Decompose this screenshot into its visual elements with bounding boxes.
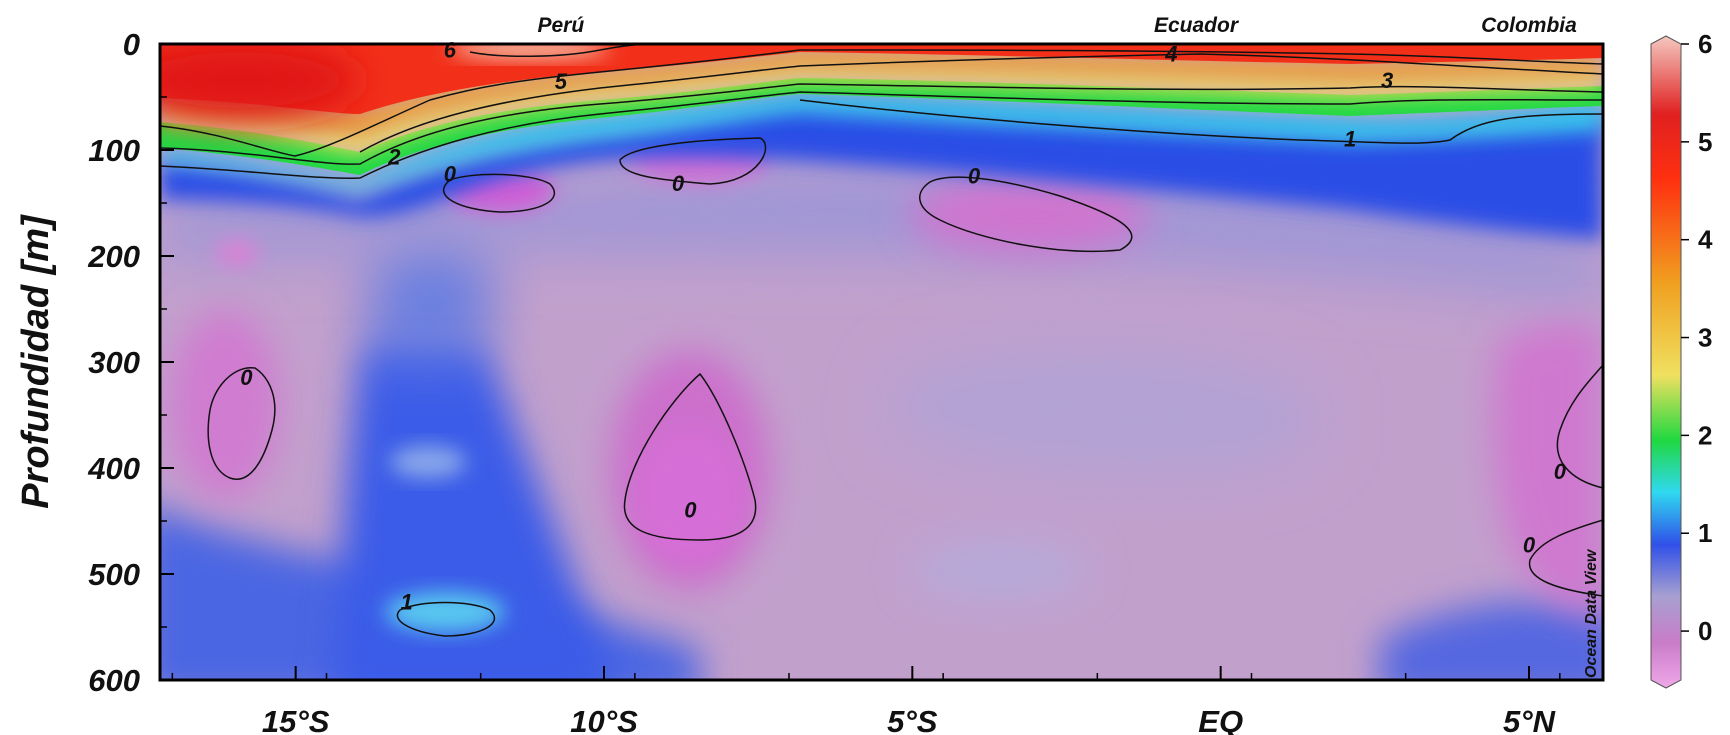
contour-label: 0 bbox=[1523, 532, 1536, 557]
colorbar-tick-label: 1 bbox=[1698, 518, 1712, 548]
contour-label: 2 bbox=[387, 144, 401, 169]
colorbar-tick-label: 3 bbox=[1698, 323, 1712, 353]
contour-label: 0 bbox=[1554, 459, 1567, 484]
y-tick-label: 500 bbox=[88, 557, 140, 592]
field-pink-mid-core bbox=[635, 425, 745, 565]
country-label: Perú bbox=[537, 14, 584, 37]
field-lilac-blob-center bbox=[880, 341, 1324, 482]
contour-line-5 bbox=[160, 49, 1603, 157]
watermark: Ocean Data View bbox=[1583, 548, 1600, 678]
field-lilac-blob-low bbox=[910, 535, 1090, 605]
contour-line-1-low bbox=[396, 601, 496, 637]
y-tick-label: 300 bbox=[88, 345, 140, 380]
colorbar-tick-label: 4 bbox=[1698, 225, 1713, 255]
top-labels: Perú Ecuador Colombia bbox=[537, 14, 1577, 37]
field-blue-column-upper bbox=[369, 221, 492, 360]
y-axis-title: Profundidad [m] bbox=[15, 214, 57, 509]
contour-label: 0 bbox=[672, 171, 685, 196]
colorbar-ticks: 0 1 2 3 4 5 6 bbox=[1681, 29, 1713, 646]
y-axis: 0 100 200 300 400 500 600 bbox=[87, 27, 174, 698]
y-tick-label: 100 bbox=[88, 133, 140, 168]
x-tick-label: 5°S bbox=[887, 704, 938, 735]
contour-line-0-f bbox=[1556, 364, 1603, 489]
contour-line-0-e bbox=[623, 372, 757, 541]
x-axis: 15°S 10°S 5°S EQ 5°N bbox=[171, 666, 1561, 735]
contour-label: 1 bbox=[401, 590, 413, 615]
colorbar-tick-label: 5 bbox=[1698, 127, 1712, 157]
field-band-green bbox=[160, 78, 1603, 175]
colorbar-body bbox=[1650, 35, 1682, 689]
y-tick-label: 0 bbox=[123, 27, 140, 62]
contour-line-0-c bbox=[919, 176, 1133, 253]
contour-line-4 bbox=[359, 53, 1603, 153]
colorbar-tick-label: 2 bbox=[1698, 420, 1712, 450]
field-light-top bbox=[450, 44, 610, 58]
field-pink-left bbox=[170, 310, 280, 500]
field-band-cyan bbox=[160, 92, 1603, 190]
field-pink-left-small bbox=[215, 239, 259, 267]
contour-line-0-d bbox=[207, 367, 276, 480]
colorbar-tick-label: 0 bbox=[1698, 616, 1712, 646]
contour-lines bbox=[160, 44, 1603, 637]
contour-label: 0 bbox=[444, 161, 457, 186]
x-tick-label: EQ bbox=[1198, 704, 1243, 735]
contour-line-0-a bbox=[442, 173, 556, 213]
contour-label: 0 bbox=[684, 497, 697, 522]
country-label: Colombia bbox=[1481, 14, 1577, 37]
y-tick-label: 200 bbox=[87, 239, 140, 274]
field-band-yellow bbox=[160, 64, 1603, 154]
y-tick-label: 600 bbox=[88, 663, 140, 698]
contour-line-0-b bbox=[619, 137, 767, 185]
x-tick-label: 10°S bbox=[570, 704, 638, 735]
x-tick-label: 5°N bbox=[1503, 704, 1556, 735]
x-tick-label: 15°S bbox=[262, 704, 330, 735]
contour-label: 4 bbox=[1164, 42, 1177, 67]
contour-label: 1 bbox=[1344, 126, 1356, 151]
contour-label: 6 bbox=[444, 37, 457, 62]
heatmap-field bbox=[160, 44, 1603, 680]
contour-label: 3 bbox=[1381, 68, 1393, 93]
field-pink-right-ecuador bbox=[910, 175, 1150, 255]
contour-line-2 bbox=[160, 91, 1603, 179]
field-blue-right-bottom bbox=[1380, 600, 1603, 680]
field-blue-column bbox=[331, 330, 613, 680]
colorbar-tick-label: 6 bbox=[1698, 29, 1712, 59]
field-cyan-upper bbox=[390, 446, 466, 478]
field-band-orange bbox=[160, 50, 1603, 134]
contour-label: 5 bbox=[555, 69, 568, 94]
contour-label: 0 bbox=[968, 163, 981, 188]
field-red-core bbox=[160, 44, 360, 120]
field-band-red bbox=[160, 44, 1603, 114]
contour-label: 0 bbox=[240, 365, 253, 390]
contour-line-3 bbox=[160, 83, 1603, 165]
contour-line-0-g bbox=[1528, 519, 1603, 597]
contour-line-1 bbox=[799, 99, 1603, 144]
country-label: Ecuador bbox=[1154, 14, 1240, 37]
y-tick-label: 400 bbox=[87, 451, 140, 486]
field-cyan-lower bbox=[385, 592, 505, 632]
colorbar: 0 1 2 3 4 5 6 bbox=[1650, 29, 1713, 689]
